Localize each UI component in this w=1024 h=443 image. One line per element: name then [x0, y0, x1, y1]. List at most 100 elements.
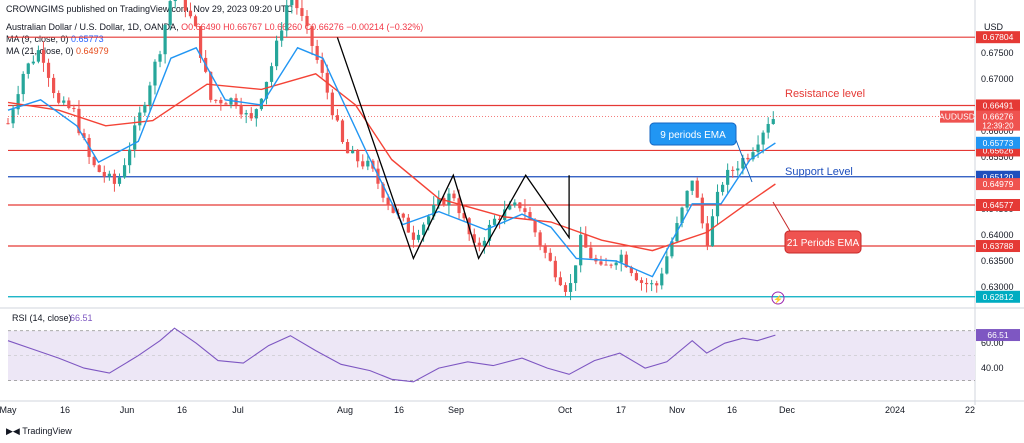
candle-down: [52, 77, 56, 94]
candle-down: [700, 197, 704, 224]
y-tick-label: 0.65500: [981, 152, 1014, 162]
candle-down: [629, 267, 633, 274]
candle-down: [695, 180, 699, 198]
candle-down: [193, 16, 198, 27]
ma21-value: 0.64979: [76, 46, 109, 56]
candle-up: [153, 61, 157, 86]
ema9-callout-label: 9 periods EMA: [660, 130, 726, 141]
candle-down: [198, 26, 203, 58]
x-tick-label: May: [0, 405, 17, 415]
candle-up: [416, 234, 421, 240]
candle-down: [548, 252, 552, 261]
candle-down: [67, 100, 71, 109]
candle-up: [62, 100, 66, 103]
level-price-label: 0.65626: [983, 145, 1014, 155]
ema9-callout-pointer: [735, 139, 753, 183]
candle-up: [761, 132, 765, 145]
candle-up: [21, 73, 25, 95]
candle-up: [31, 61, 35, 64]
candle-down: [411, 232, 416, 240]
candle-up: [290, 0, 294, 6]
candle-down: [563, 285, 568, 292]
candle-up: [173, 0, 177, 2]
candle-down: [249, 113, 253, 119]
candle-up: [122, 165, 127, 178]
brand-label: TradingView: [22, 426, 72, 436]
candle-down: [295, 0, 299, 9]
ma9-legend: MA (9, close, 0) 0.65773: [6, 34, 104, 44]
candle-up: [771, 119, 775, 124]
candle-up: [680, 207, 684, 224]
ohlc-values: O0.66490 H0.66767 L0.66260 C0.66276 −0.0…: [181, 22, 424, 32]
candle-up: [117, 177, 122, 184]
candle-down: [558, 277, 563, 286]
ema21-price-label: 0.64979: [983, 179, 1014, 189]
level-price-tag: [976, 99, 1020, 112]
ema9-callout-box: [649, 122, 737, 146]
candle-down: [219, 99, 223, 104]
publisher-line: CROWNGIMS published on TradingView.com, …: [6, 4, 293, 14]
candle-up: [751, 152, 755, 160]
level-price-label: 0.67804: [983, 32, 1014, 42]
ema21-callout-label: 21 Periods EMA: [787, 238, 860, 249]
candle-up: [280, 30, 284, 41]
rsi-y-tick-label: 40.00: [981, 363, 1004, 373]
symbol-line: Australian Dollar / U.S. Dollar, 1D, OAN…: [6, 22, 424, 32]
x-tick-label: 22: [965, 405, 975, 415]
rsi-legend-label: RSI (14, close): [12, 313, 72, 323]
y-tick-label: 0.67500: [981, 48, 1014, 58]
x-tick-label: Sep: [448, 405, 464, 415]
lightning-event-icon[interactable]: [771, 291, 785, 305]
x-tick-label: Dec: [779, 405, 796, 415]
x-tick-label: Nov: [669, 405, 686, 415]
candle-down: [41, 50, 46, 63]
candle-up: [437, 198, 441, 206]
candle-up: [244, 113, 248, 115]
candle-down: [589, 247, 593, 259]
rsi-legend-value: 66.51: [70, 313, 93, 323]
x-tick-label: Jul: [232, 405, 244, 415]
candle-up: [351, 150, 355, 154]
tradingview-logo-icon: ▶◀: [6, 426, 20, 436]
x-tick-label: 2024: [885, 405, 905, 415]
candle-up: [579, 234, 583, 266]
candle-up: [726, 169, 730, 185]
level-price-tag: [976, 240, 1020, 253]
ema9-price-label: 0.65773: [983, 138, 1014, 148]
candle-down: [335, 115, 340, 121]
x-tick-label: Jun: [120, 405, 135, 415]
x-tick-label: 16: [394, 405, 404, 415]
candle-down: [639, 280, 644, 283]
candle-down: [381, 183, 385, 198]
candle-up: [614, 262, 618, 266]
x-tick-label: 16: [177, 405, 187, 415]
candle-up: [736, 168, 740, 171]
candle-up: [143, 104, 147, 113]
candle-down: [472, 234, 476, 243]
level-price-label: 0.63788: [983, 241, 1014, 251]
candle-down: [77, 108, 81, 134]
ma9-label: MA (9, close, 0): [6, 34, 69, 44]
candle-up: [492, 218, 497, 225]
candle-up: [366, 160, 370, 167]
candle-up: [650, 283, 654, 285]
candle-down: [599, 261, 603, 265]
candle-up: [427, 216, 431, 225]
candle-up: [690, 180, 694, 191]
candle-down: [102, 171, 106, 177]
candle-up: [685, 190, 689, 208]
candle-down: [356, 150, 360, 162]
countdown-label: 12:39:20: [982, 122, 1014, 131]
candle-down: [538, 232, 542, 246]
candle-down: [57, 93, 61, 103]
candle-down: [528, 212, 532, 220]
candle-down: [462, 213, 466, 219]
candle-down: [705, 223, 709, 247]
candle-down: [731, 169, 735, 171]
level-price-label: 0.65120: [983, 172, 1014, 182]
x-tick-label: 16: [727, 405, 737, 415]
candle-down: [345, 142, 350, 154]
x-tick-label: Oct: [558, 405, 573, 415]
candle-up: [574, 265, 578, 284]
